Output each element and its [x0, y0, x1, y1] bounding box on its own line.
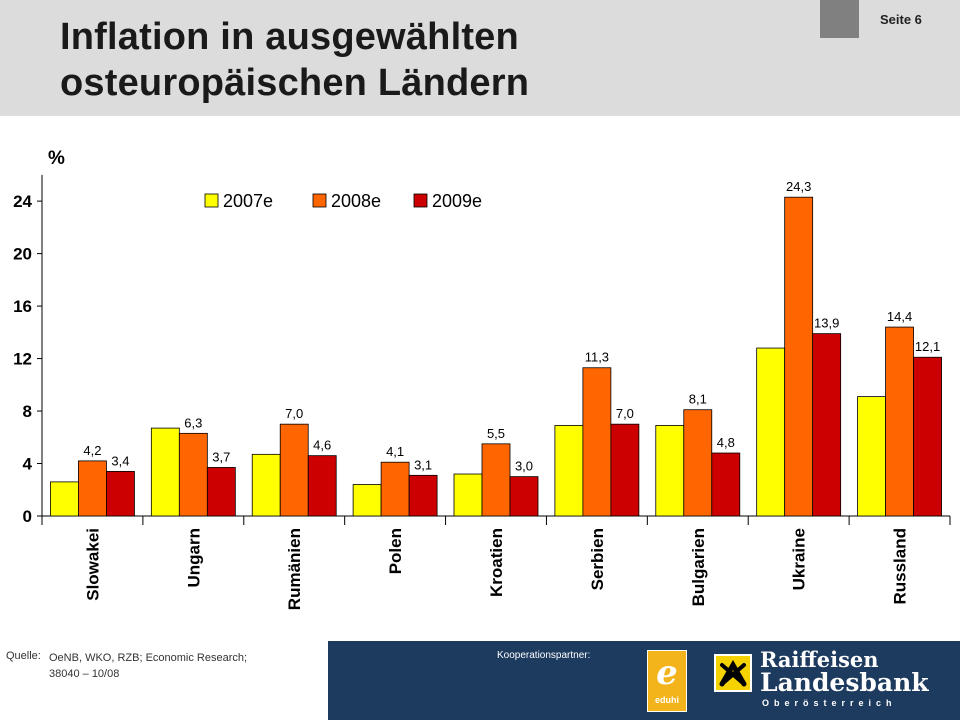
bar-2008e-Ungarn [178, 432, 208, 517]
bar-2007e-Polen [352, 484, 382, 517]
y-tick-label: 24 [13, 192, 32, 211]
y-tick-label: 16 [13, 297, 32, 316]
data-labels: 4,2 3,4 6,3 3,7 7,0 4,6 4,1 3,1 5,5 3,0 11,3 7,0 8,1… [83, 179, 940, 473]
data-label: 24,3 [786, 179, 811, 194]
bar-2008e-Polen [380, 461, 410, 517]
x-axis [41, 515, 951, 525]
title-line-1: Inflation in ausgewählten [60, 16, 519, 58]
bar-2009e-Kroatien [509, 476, 539, 517]
bar-2008e-Serbien [582, 367, 612, 517]
eduhi-logo: e eduhi [647, 650, 687, 712]
bar-2007e-Ukraine [756, 347, 786, 517]
bar-2009e-Slowakei [106, 470, 135, 517]
data-label: 8,1 [689, 392, 707, 407]
source-line-1: OeNB, WKO, RZB; Economic Research; [49, 652, 248, 664]
category-label: Russland [891, 528, 910, 605]
footer-right [328, 641, 960, 720]
bar-2008e-Russland [885, 326, 914, 517]
bar-2009e-Bulgarien [711, 452, 741, 517]
bank-name-line-1: Raiffeisen [760, 647, 879, 672]
bank-name-line-2: Landesbank [760, 668, 929, 697]
legend-swatch [204, 193, 219, 208]
legend-label: 2009e [432, 191, 482, 211]
source-line-2: 38040 – 10/08 [49, 668, 120, 680]
category-label: Kroatien [487, 528, 506, 597]
legend: 2007e 2008e 2009e [204, 191, 482, 211]
category-labels: Slowakei Ungarn Rumänien Polen Kroatien Serbi… [83, 528, 909, 610]
bar-2009e-Russland [913, 356, 942, 517]
legend-swatch [312, 193, 327, 208]
data-label: 12,1 [915, 339, 940, 354]
data-label: 4,1 [386, 444, 404, 459]
bar-2008e-Bulgarien [683, 409, 713, 517]
data-label: 7,0 [285, 406, 303, 421]
data-label: 4,8 [717, 435, 735, 450]
category-label: Serbien [588, 528, 607, 590]
bar-2008e-Ukraine [784, 196, 814, 517]
data-label: 5,5 [487, 426, 505, 441]
bar-2009e-Ukraine [812, 333, 842, 517]
eduhi-letter: e [656, 653, 678, 693]
bar-2008e-Slowakei [78, 460, 107, 517]
legend-label: 2008e [331, 191, 381, 211]
data-label: 13,9 [814, 316, 839, 331]
bar-chart: % 0 4 8 12 16 20 24 4,2 3,4 6,3 3,7 7,0 4,6 4,1 3,1 5,… [13, 148, 951, 610]
bar-2007e-Slowakei [50, 481, 79, 517]
bar-2009e-Serbien [610, 423, 640, 517]
bar-2009e-Ungarn [206, 467, 236, 517]
category-label: Ukraine [790, 528, 809, 590]
category-label: Polen [386, 528, 405, 574]
y-tick-label: 12 [13, 350, 32, 369]
legend-label: 2007e [223, 191, 273, 211]
bar-2007e-Kroatien [453, 473, 483, 517]
data-label: 3,0 [515, 459, 533, 474]
category-label: Bulgarien [689, 528, 708, 606]
y-tick-label: 8 [23, 402, 32, 421]
eduhi-text: eduhi [655, 695, 679, 705]
bank-name-line-3: Oberösterreich [762, 698, 897, 708]
category-label: Slowakei [83, 528, 102, 601]
title-line-2: osteuropäischen Ländern [60, 62, 530, 104]
data-label: 6,3 [184, 415, 202, 430]
y-axis: 0 4 8 12 16 20 24 [13, 174, 43, 526]
y-tick-label: 0 [23, 507, 32, 526]
bar-2009e-Rumänien [307, 455, 337, 517]
data-label: 7,0 [616, 406, 634, 421]
data-label: 11,3 [585, 350, 609, 365]
page-title: Inflation in ausgewählten osteuropäische… [60, 14, 529, 106]
data-label: 3,7 [212, 449, 230, 464]
data-label: 4,2 [83, 443, 101, 458]
bars [50, 196, 942, 517]
bar-2007e-Bulgarien [655, 425, 685, 517]
footer-left [0, 641, 328, 720]
bar-2007e-Rumänien [251, 453, 281, 517]
source-label: Quelle: [6, 650, 41, 662]
partner-label: Kooperationspartner: [497, 650, 591, 661]
bar-2009e-Polen [408, 474, 438, 517]
data-label: 3,4 [111, 453, 129, 468]
source-text: OeNB, WKO, RZB; Economic Research; 38040… [49, 650, 319, 682]
y-axis-unit: % [48, 148, 65, 169]
raiffeisen-gable-icon [714, 654, 752, 692]
y-tick-label: 20 [13, 245, 32, 264]
header-band [0, 0, 960, 116]
data-label: 3,1 [414, 457, 432, 472]
bar-2007e-Russland [857, 396, 886, 517]
category-label: Rumänien [285, 528, 304, 610]
data-label: 4,6 [313, 438, 331, 453]
bar-2007e-Ungarn [150, 427, 180, 517]
data-label: 14,4 [887, 309, 912, 324]
corner-square [820, 0, 859, 38]
bar-2008e-Rumänien [279, 423, 309, 517]
category-label: Ungarn [184, 528, 203, 588]
bar-2007e-Serbien [554, 425, 584, 517]
y-tick-label: 4 [23, 455, 33, 474]
legend-swatch [413, 193, 428, 208]
bar-2008e-Kroatien [481, 443, 511, 517]
page-number: Seite 6 [880, 12, 922, 27]
